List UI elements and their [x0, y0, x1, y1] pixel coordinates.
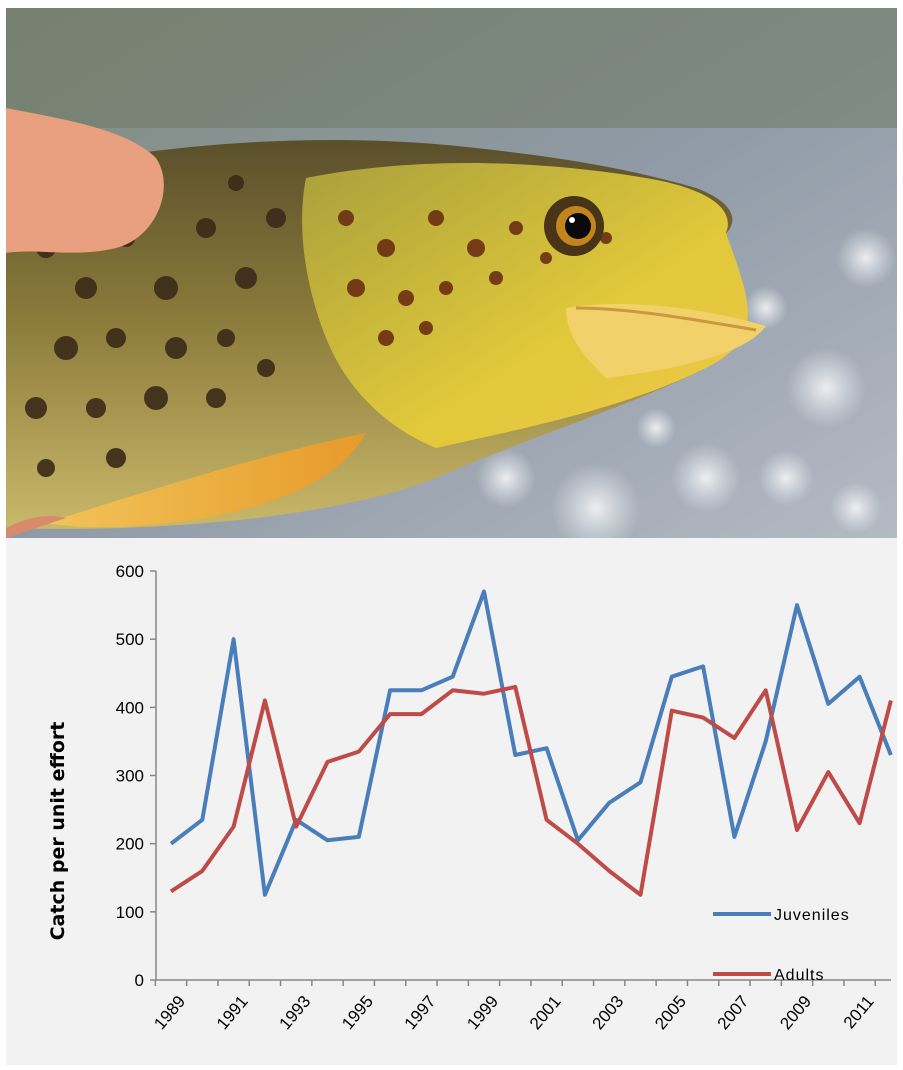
x-tick-label: 2011	[840, 992, 878, 1032]
trout-photo-image	[6, 8, 897, 538]
chart-panel: 0 100 200 300 400 500 600 1989 1991 1993 1995 1997…	[6, 538, 897, 1065]
y-tick-label: 200	[116, 835, 144, 854]
y-tick-label: 100	[116, 903, 144, 922]
x-tick-label: 1997	[401, 992, 440, 1033]
series-lines	[169, 589, 893, 897]
line-chart: 0 100 200 300 400 500 600 1989 1991 1993 1995 1997…	[47, 562, 893, 1033]
series-line-juveniles	[169, 589, 893, 897]
trout-photo	[6, 8, 897, 538]
x-tick-label: 2001	[526, 992, 565, 1033]
x-ticks: 1989 1991 1993 1995 1997 1999 2001 2003 2005 2007…	[150, 980, 878, 1033]
x-tick-label: 2005	[651, 992, 690, 1033]
y-tick-label: 600	[116, 562, 144, 581]
x-tick-label: 1989	[150, 992, 189, 1033]
y-tick-label: 400	[116, 698, 144, 717]
x-tick-label: 2007	[714, 992, 753, 1033]
x-tick-label: 1991	[213, 992, 252, 1033]
y-tick-label: 300	[116, 767, 144, 786]
series-line-adults	[169, 684, 893, 897]
legend: Juveniles Adults	[713, 907, 850, 984]
x-tick-label: 2003	[589, 992, 628, 1033]
legend-label-adults: Adults	[774, 967, 824, 984]
y-tick-label: 0	[135, 971, 144, 990]
y-ticks: 0 100 200 300 400 500 600	[116, 562, 156, 990]
x-tick-label: 1995	[338, 992, 377, 1033]
legend-label-juveniles: Juveniles	[774, 907, 850, 924]
y-tick-label: 500	[116, 630, 144, 649]
x-tick-label: 1999	[463, 992, 502, 1033]
y-axis-label: Catch per unit effort	[47, 722, 69, 941]
x-tick-label: 2009	[776, 992, 815, 1033]
x-tick-label: 1993	[276, 992, 315, 1033]
